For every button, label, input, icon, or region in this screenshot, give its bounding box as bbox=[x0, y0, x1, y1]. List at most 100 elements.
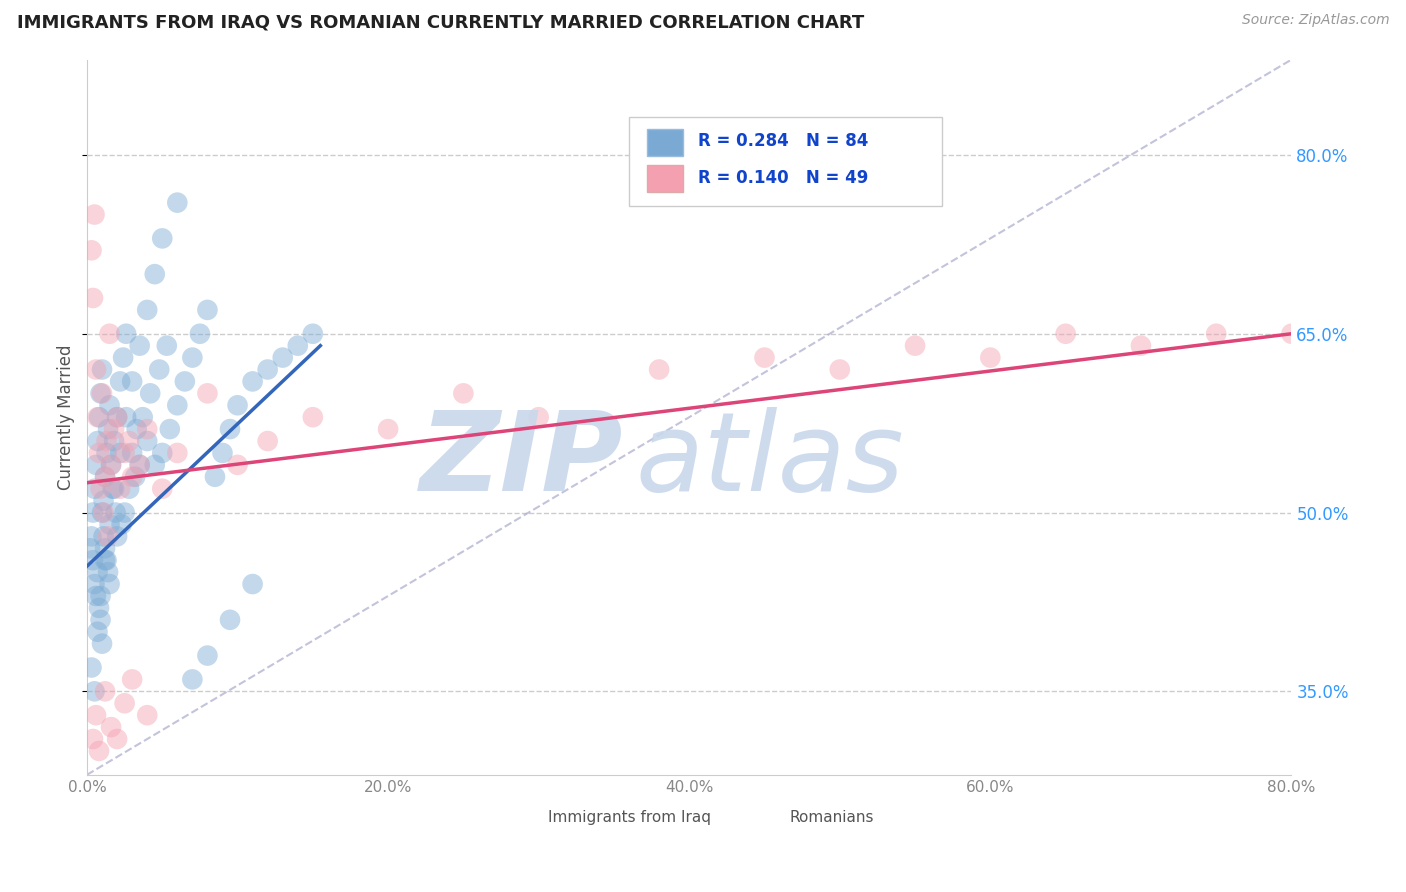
Text: Immigrants from Iraq: Immigrants from Iraq bbox=[548, 810, 711, 825]
Point bbox=[91, 386, 114, 401]
Text: Romanians: Romanians bbox=[789, 810, 873, 825]
Point bbox=[80, 660, 103, 674]
Point bbox=[87, 446, 110, 460]
Point bbox=[527, 410, 550, 425]
Point bbox=[96, 446, 118, 460]
Point bbox=[108, 446, 131, 460]
Point bbox=[82, 291, 104, 305]
Point bbox=[103, 434, 125, 448]
Point bbox=[143, 458, 166, 472]
Point bbox=[136, 422, 159, 436]
Point bbox=[94, 470, 117, 484]
Point bbox=[211, 446, 233, 460]
Point bbox=[83, 208, 105, 222]
Point bbox=[94, 553, 117, 567]
FancyBboxPatch shape bbox=[647, 129, 683, 156]
Point bbox=[226, 458, 249, 472]
Point bbox=[115, 326, 138, 341]
Point bbox=[1129, 339, 1152, 353]
Point bbox=[90, 613, 112, 627]
Point bbox=[80, 244, 103, 258]
Point bbox=[197, 648, 219, 663]
Point bbox=[219, 613, 242, 627]
Point bbox=[87, 744, 110, 758]
Point bbox=[87, 410, 110, 425]
Point bbox=[86, 410, 108, 425]
Point bbox=[136, 708, 159, 723]
Point bbox=[754, 351, 776, 365]
Point bbox=[80, 529, 103, 543]
Point bbox=[101, 482, 124, 496]
Point bbox=[136, 302, 159, 317]
Point bbox=[91, 362, 114, 376]
Point bbox=[150, 231, 173, 245]
FancyBboxPatch shape bbox=[647, 165, 683, 192]
Point bbox=[287, 339, 309, 353]
Point bbox=[197, 302, 219, 317]
Point bbox=[84, 708, 107, 723]
Point bbox=[86, 624, 108, 639]
Point bbox=[98, 326, 121, 341]
Point bbox=[166, 195, 188, 210]
Point bbox=[143, 267, 166, 281]
Point bbox=[301, 410, 323, 425]
Point bbox=[105, 410, 128, 425]
Point bbox=[118, 482, 141, 496]
Point bbox=[98, 398, 121, 412]
Point bbox=[83, 577, 105, 591]
Point bbox=[108, 482, 131, 496]
Point bbox=[84, 362, 107, 376]
Point bbox=[97, 565, 120, 579]
Point bbox=[87, 600, 110, 615]
Text: Source: ZipAtlas.com: Source: ZipAtlas.com bbox=[1241, 13, 1389, 28]
Point bbox=[93, 493, 115, 508]
Point bbox=[82, 506, 104, 520]
Point bbox=[219, 422, 242, 436]
Point bbox=[197, 386, 219, 401]
Point bbox=[159, 422, 181, 436]
Y-axis label: Currently Married: Currently Married bbox=[58, 344, 75, 490]
Point bbox=[94, 684, 117, 698]
Point bbox=[173, 375, 195, 389]
Point bbox=[105, 529, 128, 543]
Point bbox=[226, 398, 249, 412]
Point bbox=[1054, 326, 1077, 341]
Point bbox=[828, 362, 851, 376]
Point bbox=[103, 482, 125, 496]
Point bbox=[94, 470, 117, 484]
Point bbox=[131, 410, 153, 425]
Point bbox=[242, 577, 264, 591]
Point bbox=[204, 470, 226, 484]
Point bbox=[114, 506, 136, 520]
FancyBboxPatch shape bbox=[515, 807, 541, 829]
Point bbox=[150, 482, 173, 496]
Text: atlas: atlas bbox=[636, 407, 904, 514]
Point bbox=[156, 339, 179, 353]
Point bbox=[648, 362, 671, 376]
Text: ZIP: ZIP bbox=[419, 407, 623, 514]
Point bbox=[98, 577, 121, 591]
Point bbox=[84, 458, 107, 472]
Point bbox=[979, 351, 1001, 365]
Point bbox=[121, 375, 143, 389]
Point bbox=[128, 339, 150, 353]
Point bbox=[128, 458, 150, 472]
FancyBboxPatch shape bbox=[755, 807, 782, 829]
Point bbox=[91, 637, 114, 651]
Point bbox=[84, 589, 107, 603]
Point bbox=[301, 326, 323, 341]
Point bbox=[100, 458, 122, 472]
Point bbox=[100, 458, 122, 472]
FancyBboxPatch shape bbox=[628, 117, 942, 206]
Point bbox=[79, 541, 101, 556]
Text: R = 0.284   N = 84: R = 0.284 N = 84 bbox=[697, 132, 868, 150]
Point bbox=[104, 506, 127, 520]
Point bbox=[166, 446, 188, 460]
Point bbox=[98, 517, 121, 532]
Point bbox=[112, 351, 135, 365]
Point bbox=[86, 434, 108, 448]
Point bbox=[139, 386, 162, 401]
Point bbox=[114, 446, 136, 460]
Point bbox=[114, 696, 136, 710]
Point bbox=[188, 326, 211, 341]
